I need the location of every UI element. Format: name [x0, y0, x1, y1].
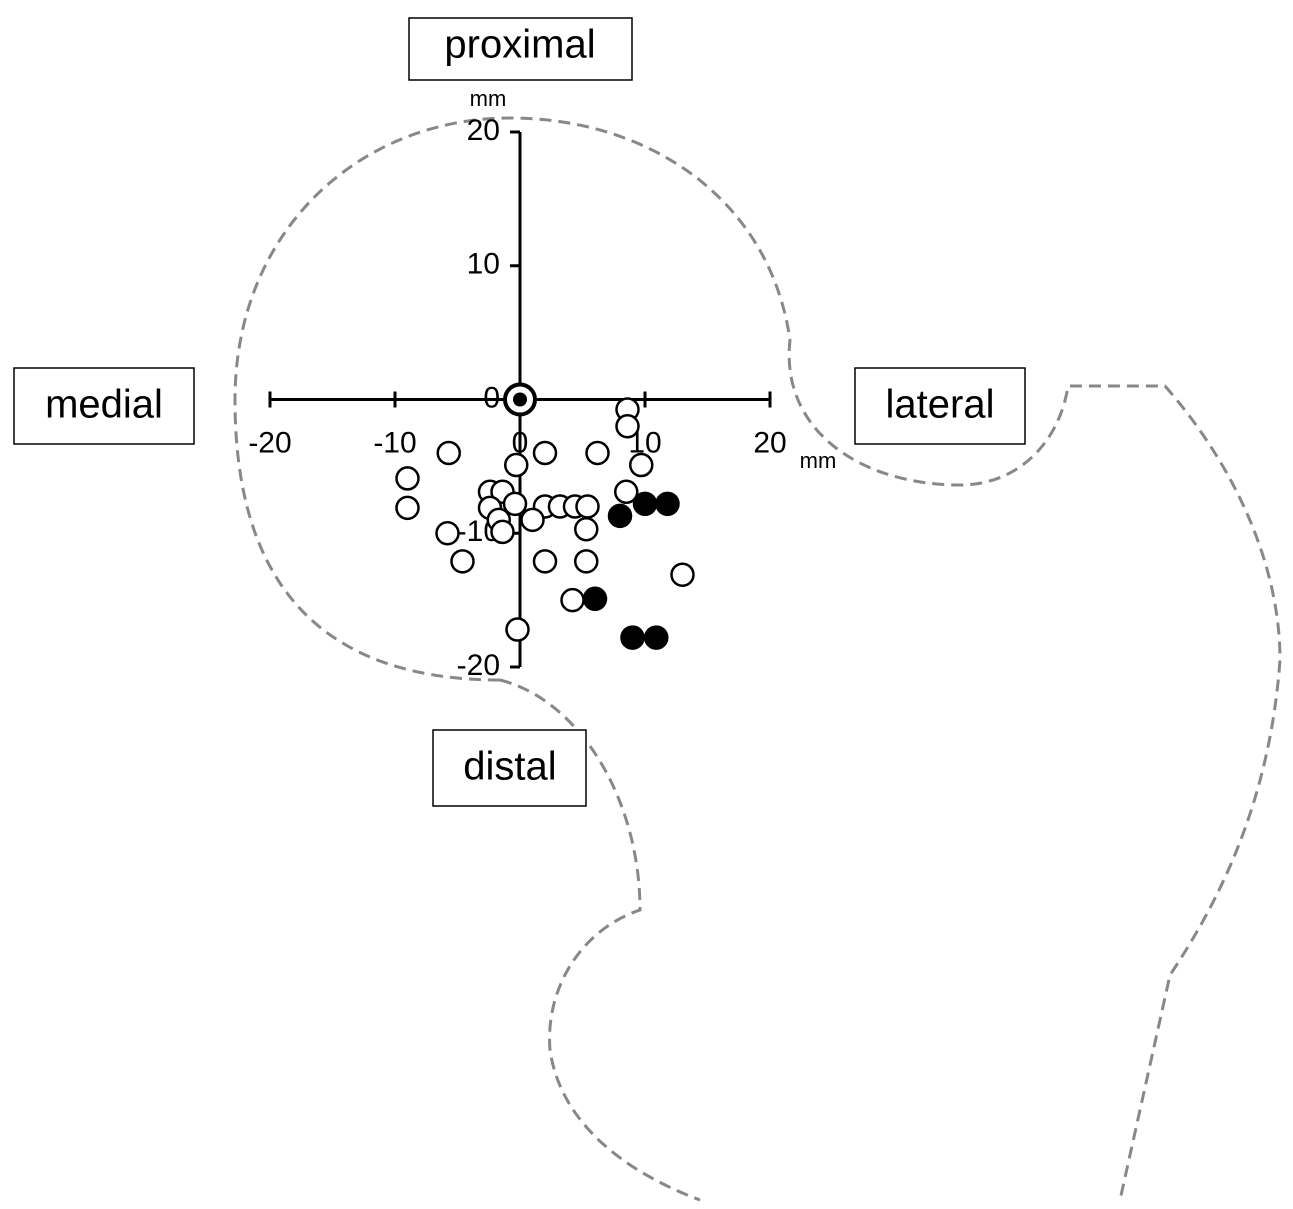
annotation: medial [45, 383, 163, 427]
filled-point [609, 505, 631, 527]
x-tick-label: -10 [373, 426, 416, 459]
open-point [587, 442, 609, 464]
annotation: lateral [886, 383, 995, 427]
open-point [534, 550, 556, 572]
x-axis-label: mm [800, 448, 837, 473]
x-tick-label: 20 [753, 426, 786, 459]
open-point [575, 550, 597, 572]
filled-point [622, 627, 644, 649]
open-point [505, 454, 527, 476]
filled-point [657, 493, 679, 515]
annotation: distal [463, 745, 556, 789]
open-point [507, 619, 529, 641]
y-tick-label: 10 [467, 248, 500, 281]
open-point [437, 522, 459, 544]
chart: proximal medial lateral distal mm mm -20… [0, 0, 1293, 1204]
open-point [672, 564, 694, 586]
y-tick-label: 0 [483, 381, 500, 414]
open-point [575, 518, 597, 540]
open-point [577, 496, 599, 518]
annotation: proximal [444, 23, 595, 67]
bone-outline [235, 118, 1280, 1200]
open-point [438, 442, 460, 464]
y-tick-label: -20 [457, 649, 500, 682]
open-point [492, 521, 514, 543]
page: proximal medial lateral distal mm mm -20… [0, 0, 1293, 1209]
y-tick-label: 20 [467, 114, 500, 147]
open-point [617, 415, 639, 437]
open-point [630, 454, 652, 476]
x-tick-label: -20 [248, 426, 291, 459]
filled-point [645, 627, 667, 649]
y-axis-label: mm [470, 86, 507, 111]
filled-point [584, 588, 606, 610]
open-point [397, 467, 419, 489]
open-point [522, 509, 544, 531]
open-point [562, 589, 584, 611]
open-point [534, 442, 556, 464]
open-point [452, 550, 474, 572]
origin-marker-center [513, 393, 527, 407]
open-point [397, 497, 419, 519]
filled-point [634, 493, 656, 515]
